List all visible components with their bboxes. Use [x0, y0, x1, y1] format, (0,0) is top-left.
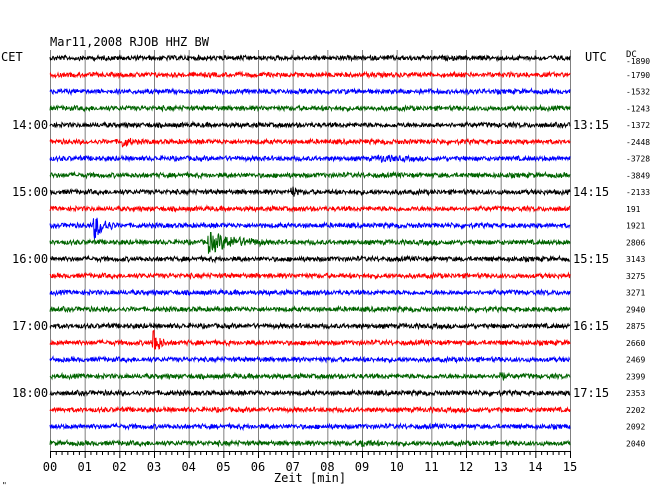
trace-line [49, 87, 571, 97]
utc-hour-label: 17:15 [573, 386, 609, 400]
trace-line [49, 271, 571, 281]
trace-line [49, 405, 571, 414]
trace-line [49, 186, 571, 197]
x-tick-label: 12 [459, 460, 473, 474]
trace-line [49, 103, 571, 113]
trace-line [49, 421, 571, 432]
dc-offset-value: 2040 [626, 439, 645, 448]
dc-offset-value: 2806 [626, 238, 645, 247]
dc-offset-value: 2353 [626, 389, 645, 398]
utc-hour-label: 13:15 [573, 118, 609, 132]
left-timezone-label: CET [1, 50, 23, 64]
dc-offset-header: DC [626, 50, 637, 60]
dc-offset-value: 2202 [626, 406, 645, 415]
utc-hour-label: 16:15 [573, 319, 609, 333]
x-tick-label: 10 [389, 460, 403, 474]
dc-offset-value: -2448 [626, 138, 650, 147]
x-tick-label: 00 [43, 460, 57, 474]
x-tick-label: 08 [320, 460, 334, 474]
dc-offset-value: -1890 [626, 57, 650, 66]
dc-offset-value: 2875 [626, 322, 645, 331]
cet-hour-label: 14:00 [12, 118, 48, 132]
trace-line [49, 304, 571, 314]
cet-hour-label: 17:00 [12, 319, 48, 333]
dc-offset-value: 2469 [626, 356, 645, 365]
x-tick-label: 07 [285, 460, 299, 474]
dc-offset-value: 191 [626, 205, 641, 214]
x-tick-label: 05 [216, 460, 230, 474]
utc-hour-label: 15:15 [573, 252, 609, 266]
trace-line [49, 204, 571, 213]
trace-line [49, 137, 571, 148]
trace-line [49, 329, 571, 350]
dc-offset-value: -1372 [626, 121, 650, 130]
trace-line [49, 170, 571, 180]
trace-line [49, 438, 571, 448]
row-labels: 14:00 15:00 16:00 17:00 18:00 13:15 14:15 15:15… [12, 57, 650, 448]
x-tick-label: 01 [77, 460, 91, 474]
trace-line [49, 53, 571, 63]
trace-line [49, 217, 571, 239]
dc-offset-value: 2660 [626, 339, 645, 348]
dc-offset-value: 3143 [626, 255, 645, 264]
x-tick-label: 04 [181, 460, 195, 474]
dc-offset-value: 2399 [626, 372, 645, 381]
trace-line [49, 287, 571, 297]
cet-hour-label: 18:00 [12, 386, 48, 400]
trace-line [49, 120, 571, 130]
x-axis-label: Zeit [min] [274, 471, 346, 485]
dc-offset-value: -2133 [626, 188, 650, 197]
trace-line [49, 371, 571, 381]
dc-offset-value: -1790 [626, 71, 650, 80]
trace-rows [49, 53, 571, 448]
dc-offset-value: 3271 [626, 289, 645, 298]
x-tick-label: 11 [424, 460, 438, 474]
trace-line [49, 388, 571, 398]
dc-offset-value: -1243 [626, 104, 650, 113]
x-tick-label: 03 [147, 460, 161, 474]
dc-offset-value: 2940 [626, 305, 645, 314]
x-tick-label: 02 [112, 460, 126, 474]
dc-offset-value: 1921 [626, 222, 645, 231]
x-axis: 00 01 02 03 04 05 06 07 08 09 10 11 12 13 14 15 [43, 451, 577, 474]
trace-line [49, 232, 571, 254]
x-tick-label: 14 [528, 460, 542, 474]
trace-line [49, 70, 571, 80]
minute-grid [50, 50, 571, 451]
trace-line [49, 355, 571, 365]
x-tick-label: 13 [493, 460, 507, 474]
trace-line [49, 254, 571, 264]
cet-hour-label: 16:00 [12, 252, 48, 266]
right-timezone-label: UTC [585, 50, 607, 64]
utc-hour-label: 14:15 [573, 185, 609, 199]
chart-title: Mar11,2008 RJOB HHZ BW [50, 35, 210, 49]
dc-offset-value: -1532 [626, 88, 650, 97]
dc-offset-value: -3728 [626, 155, 650, 164]
trace-line [49, 321, 571, 331]
x-tick-label: 15 [563, 460, 577, 474]
x-tick-label: 09 [355, 460, 369, 474]
dc-offset-value: -3849 [626, 171, 650, 180]
cet-hour-label: 15:00 [12, 185, 48, 199]
dc-offset-value: 3275 [626, 272, 645, 281]
trace-line [49, 154, 571, 164]
x-tick-label: 06 [251, 460, 265, 474]
dc-offset-value: 2092 [626, 423, 645, 432]
corner-mark: " [2, 481, 7, 490]
